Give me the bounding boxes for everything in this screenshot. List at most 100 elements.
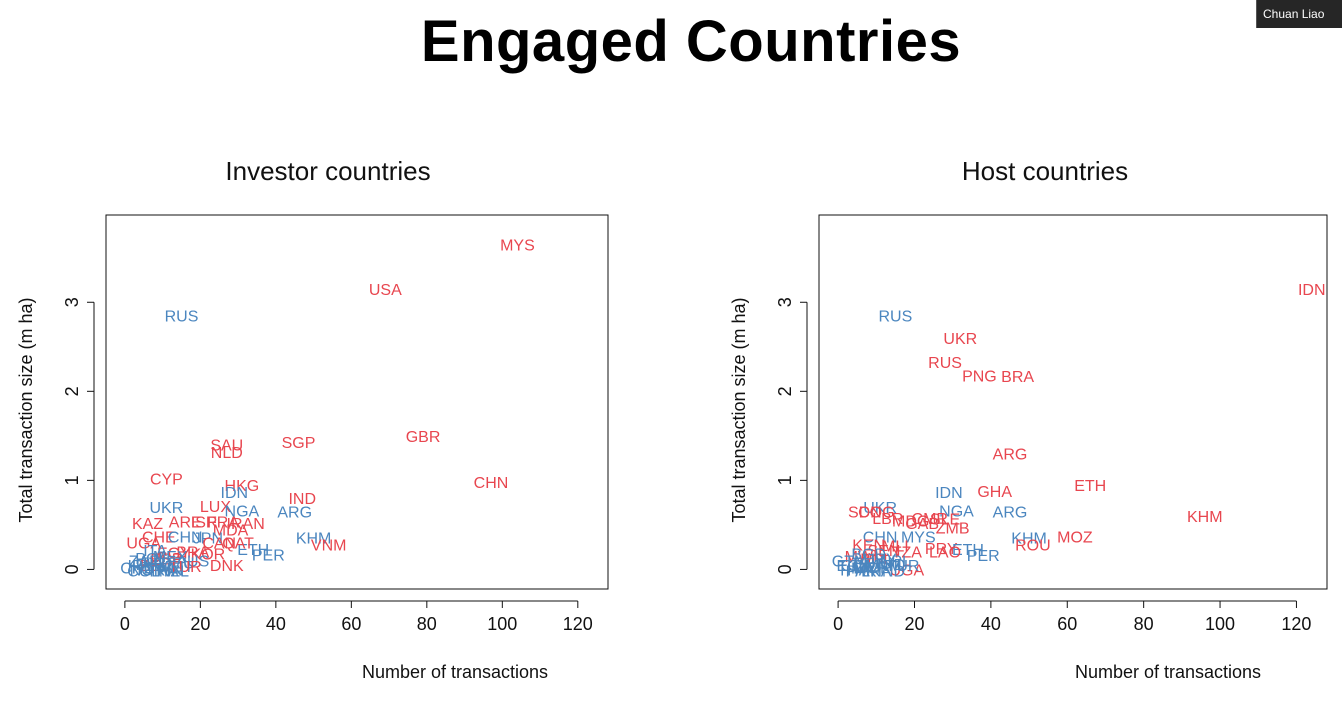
point-label: NPL [880, 554, 911, 571]
point-label: FIN [157, 562, 183, 579]
point-label: MYS [901, 529, 936, 546]
point-label: NOR [130, 562, 166, 579]
point-label: JPN [193, 530, 223, 547]
point-label: UKR [863, 500, 897, 517]
point-label: RUS [879, 309, 913, 326]
point-label: SAU [210, 438, 243, 455]
point-label: SWE [144, 561, 180, 578]
point-label: LAO [929, 545, 961, 562]
point-label: ARG [993, 505, 1028, 522]
y-tick-label: 1 [775, 475, 795, 485]
point-label: PAK [846, 563, 877, 580]
point-label: NIC [851, 561, 879, 578]
point-label: GHA [977, 484, 1012, 501]
point-label: FRA [207, 514, 239, 531]
point-label: MWI [845, 549, 878, 566]
point-label: CHN [863, 529, 898, 546]
point-label: TZA [892, 545, 923, 562]
point-label: BOL [860, 552, 892, 569]
point-label: IDN [935, 485, 963, 502]
point-label: DNK [210, 558, 244, 575]
y-tick-label: 3 [775, 297, 795, 307]
point-label: CYP [150, 472, 183, 489]
y-axis-label: Total transaction size (m ha) [16, 297, 36, 522]
point-label: CMR [912, 511, 948, 528]
participant-video-tile[interactable]: Chuan Liao [1256, 0, 1342, 28]
point-label: IND [878, 557, 906, 574]
axes: 0 20 40 60 80 100 120 0 1 2 3 [62, 297, 593, 634]
point-label: SEN [867, 543, 900, 560]
point-label: ETH [1074, 478, 1106, 495]
point-label: ITA [143, 543, 167, 560]
point-label: UGA [890, 562, 925, 579]
point-label: COL [127, 563, 160, 580]
point-label: ZAF [129, 554, 159, 571]
point-label: PER [252, 547, 285, 564]
point-label: LUX [200, 499, 231, 516]
point-label: MOZ [1057, 529, 1093, 546]
point-label: PRY [925, 541, 958, 558]
point-label: ECU [836, 558, 870, 575]
point-label: RUS [928, 355, 962, 372]
point-label: CAN [202, 536, 236, 553]
point-label: PRT [143, 555, 175, 572]
point-label: KEN [852, 537, 885, 554]
point-label: KHM [1187, 509, 1223, 526]
point-label: KOR [191, 546, 226, 563]
x-tick-label: 100 [487, 614, 517, 634]
y-tick-label: 0 [775, 564, 795, 574]
point-label: ETH [952, 542, 984, 559]
point-label: IND [288, 491, 316, 508]
chart-title: Host countries [962, 156, 1128, 186]
point-label: SGP [282, 435, 316, 452]
host-countries-chart: Host countries Number of transactions To… [729, 156, 1328, 682]
x-tick-label: 20 [190, 614, 210, 634]
y-tick-label: 2 [62, 386, 82, 396]
y-tick-label: 0 [62, 564, 82, 574]
point-label: IDN [221, 485, 249, 502]
y-tick-label: 2 [775, 386, 795, 396]
point-label: KHM [1011, 530, 1047, 547]
point-label: URY [863, 552, 897, 569]
point-label: ROU [1015, 537, 1051, 554]
point-label: BEL [140, 558, 170, 575]
x-tick-label: 120 [563, 614, 593, 634]
point-label: CHL [120, 561, 152, 578]
point-label: SLE [930, 512, 960, 529]
point-label: NGA [939, 504, 974, 521]
point-label: CHN [168, 529, 203, 546]
x-tick-label: 60 [341, 614, 361, 634]
y-tick-label: 1 [62, 475, 82, 485]
point-label: SDN [848, 505, 882, 522]
point-label: HND [870, 563, 905, 580]
point-label: IRAN [227, 516, 265, 533]
point-label: NLD [211, 445, 243, 462]
point-label: KAZ [132, 516, 163, 533]
point-label: EGY [157, 545, 191, 562]
point-label: MMR [853, 561, 891, 578]
point-label: PHL [136, 557, 167, 574]
point-label: MEX [153, 549, 188, 566]
y-axis-label: Total transaction size (m ha) [729, 297, 749, 522]
point-label: UKR [150, 500, 184, 517]
point-label: IRL [128, 558, 153, 575]
x-tick-label: 80 [417, 614, 437, 634]
investor-countries-chart: Investor countries Number of transaction… [16, 156, 609, 682]
x-tick-label: 0 [833, 614, 843, 634]
point-label: MLI [882, 538, 909, 555]
point-label: ZMB [936, 521, 970, 538]
point-label: THA [147, 563, 179, 580]
point-label: ARG [993, 447, 1028, 464]
point-label: ETH [237, 542, 269, 559]
point-label: CHN [474, 475, 509, 492]
point-label: VNM [311, 537, 347, 554]
point-label: BRA [1001, 369, 1034, 386]
participant-name: Chuan Liao [1263, 7, 1325, 21]
point-label: RUS [165, 309, 199, 326]
point-label: GAB [905, 516, 939, 533]
slide-title: Engaged Countries [420, 9, 962, 74]
point-label: GTM [832, 554, 868, 571]
chart-title: Investor countries [225, 156, 430, 186]
point-label: ARG [277, 505, 312, 522]
point-label: QAT [222, 536, 254, 553]
